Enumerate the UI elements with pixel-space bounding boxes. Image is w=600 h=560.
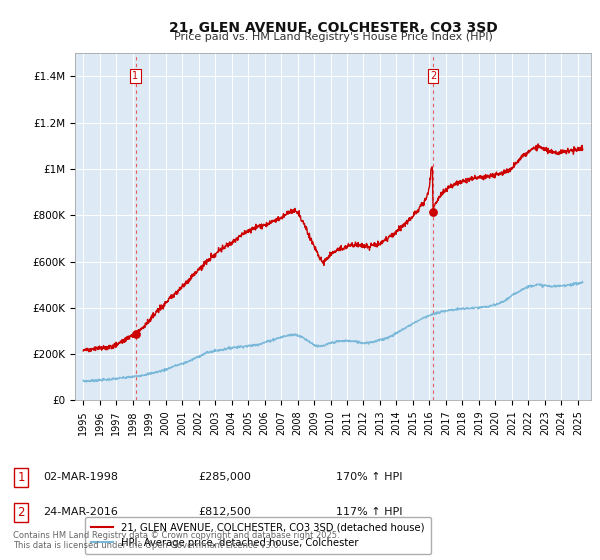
Point (428, 208, 438, 217)
Text: 02-MAR-1998: 02-MAR-1998 (43, 472, 118, 482)
Text: 2: 2 (17, 506, 25, 519)
Text: £285,000: £285,000 (198, 472, 251, 482)
Text: Contains HM Land Registry data © Crown copyright and database right 2025.
This d: Contains HM Land Registry data © Crown c… (13, 530, 340, 550)
Point (131, 330, 140, 339)
Legend: 21, GLEN AVENUE, COLCHESTER, CO3 3SD (detached house), HPI: Average price, detac: 21, GLEN AVENUE, COLCHESTER, CO3 3SD (de… (85, 516, 431, 553)
Text: 24-MAR-2016: 24-MAR-2016 (43, 507, 118, 517)
Text: 21, GLEN AVENUE, COLCHESTER, CO3 3SD: 21, GLEN AVENUE, COLCHESTER, CO3 3SD (169, 21, 497, 35)
Text: 170% ↑ HPI: 170% ↑ HPI (336, 472, 403, 482)
Text: 117% ↑ HPI: 117% ↑ HPI (336, 507, 403, 517)
Text: 1: 1 (133, 71, 139, 81)
Text: 1: 1 (17, 470, 25, 484)
Text: £812,500: £812,500 (198, 507, 251, 517)
Text: 2: 2 (430, 71, 436, 81)
Text: Price paid vs. HM Land Registry's House Price Index (HPI): Price paid vs. HM Land Registry's House … (173, 32, 493, 43)
